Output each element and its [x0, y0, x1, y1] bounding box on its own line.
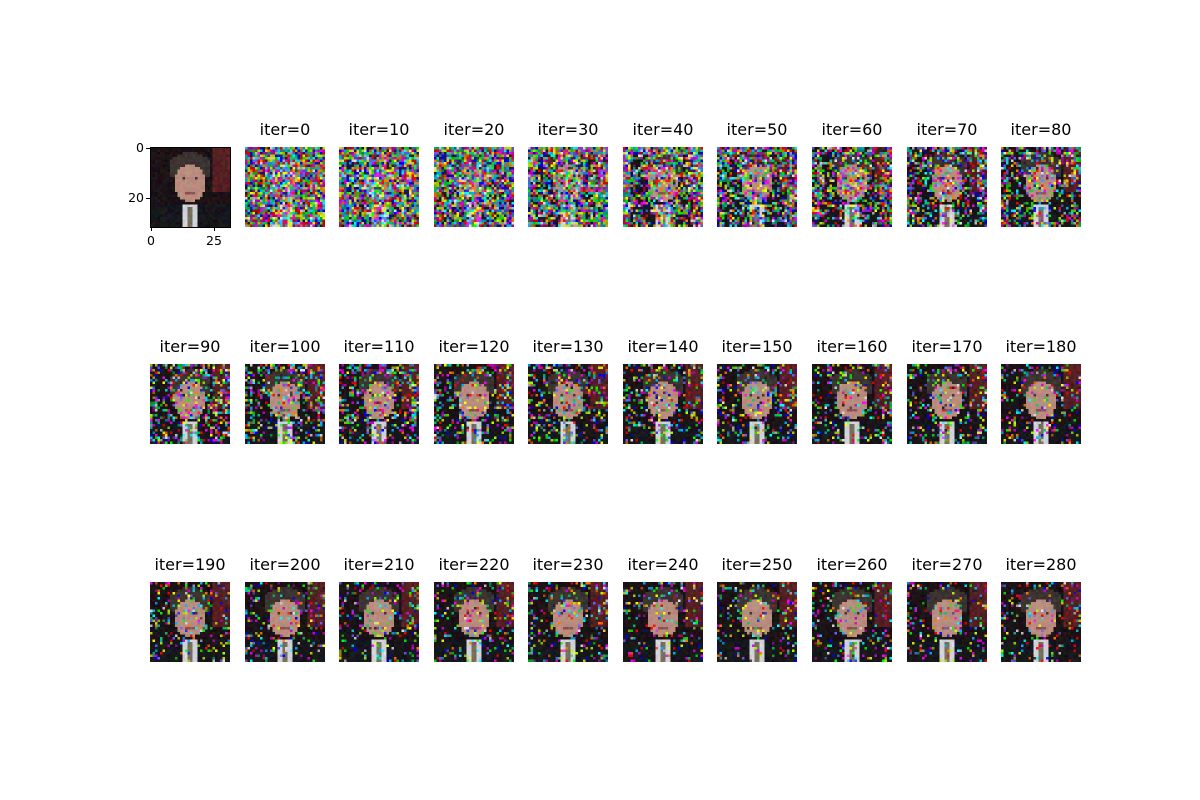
panel-title: iter=130 [532, 337, 604, 356]
xtick-mark-0 [151, 227, 152, 231]
reconstructed-image [434, 582, 514, 662]
reconstructed-image [245, 364, 325, 444]
reconstructed-image [812, 147, 892, 227]
reconstructed-image [245, 582, 325, 662]
reconstructed-image [245, 147, 325, 227]
panel-title: iter=260 [816, 555, 888, 574]
reconstructed-image [339, 582, 419, 662]
original-face-image [150, 147, 230, 227]
xtick-label-0: 0 [147, 233, 155, 248]
reconstructed-image [717, 364, 797, 444]
panel-title: iter=120 [438, 337, 510, 356]
reconstructed-image [339, 147, 419, 227]
panel-title: iter=60 [821, 120, 883, 139]
panel-title: iter=50 [726, 120, 788, 139]
reconstructed-image [812, 364, 892, 444]
panel-title: iter=10 [348, 120, 410, 139]
panel-title: iter=230 [532, 555, 604, 574]
reconstructed-image [812, 582, 892, 662]
panel-title: iter=250 [721, 555, 793, 574]
panel-title: iter=80 [1010, 120, 1072, 139]
reconstructed-image [339, 364, 419, 444]
panel-title: iter=70 [916, 120, 978, 139]
reconstructed-image [717, 582, 797, 662]
panel-title: iter=110 [343, 337, 415, 356]
reconstructed-image [1001, 364, 1081, 444]
panel-title: iter=40 [632, 120, 694, 139]
reconstructed-image [907, 364, 987, 444]
panel-title: iter=180 [1005, 337, 1077, 356]
panel-title: iter=220 [438, 555, 510, 574]
panel-title: iter=90 [159, 337, 221, 356]
ytick-mark-0 [146, 148, 150, 149]
reconstructed-image [717, 147, 797, 227]
panel-title: iter=170 [911, 337, 983, 356]
ytick-label-0: 0 [136, 140, 144, 155]
reconstructed-image [1001, 147, 1081, 227]
panel-title: iter=160 [816, 337, 888, 356]
xtick-label-25: 25 [206, 233, 222, 248]
panel-title: iter=190 [154, 555, 226, 574]
ytick-mark-20 [146, 198, 150, 199]
panel-title: iter=200 [249, 555, 321, 574]
ytick-label-20: 20 [128, 190, 144, 205]
panel-title: iter=280 [1005, 555, 1077, 574]
panel-title: iter=20 [443, 120, 505, 139]
reconstructed-image [907, 582, 987, 662]
panel-title: iter=140 [627, 337, 699, 356]
reconstructed-image [907, 147, 987, 227]
reconstructed-image [1001, 582, 1081, 662]
reconstructed-image [623, 582, 703, 662]
panel-title: iter=0 [259, 120, 311, 139]
reconstructed-image [623, 364, 703, 444]
reconstructed-image [434, 364, 514, 444]
reconstructed-image [528, 582, 608, 662]
panel-title: iter=240 [627, 555, 699, 574]
panel-title: iter=150 [721, 337, 793, 356]
reconstructed-image [623, 147, 703, 227]
panel-title: iter=100 [249, 337, 321, 356]
reconstructed-image [150, 364, 230, 444]
panel-title: iter=30 [537, 120, 599, 139]
reconstructed-image [150, 582, 230, 662]
reconstructed-image [434, 147, 514, 227]
panel-title: iter=270 [911, 555, 983, 574]
reconstructed-image [528, 364, 608, 444]
xtick-mark-25 [214, 227, 215, 231]
reconstructed-image [528, 147, 608, 227]
panel-title: iter=210 [343, 555, 415, 574]
